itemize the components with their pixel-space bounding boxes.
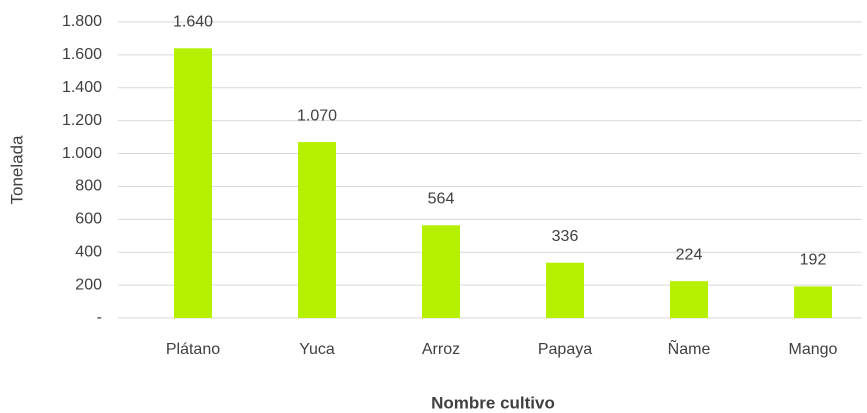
bar: [546, 262, 584, 318]
value-label: 224: [676, 246, 703, 263]
bar: [422, 225, 460, 318]
value-label: 1.640: [173, 14, 213, 31]
bar: [174, 48, 212, 319]
y-tick-label: 1.600: [62, 46, 102, 63]
x-tick-label: Ñame: [668, 338, 711, 358]
y-tick-label: 400: [75, 243, 102, 260]
y-tick-label: 800: [75, 178, 102, 195]
x-tick-label: Papaya: [538, 341, 592, 358]
y-axis-title: Tonelada: [7, 135, 26, 205]
x-tick-label: Mango: [789, 341, 838, 358]
bar: [298, 142, 336, 318]
value-label: 564: [428, 190, 455, 207]
y-tick-label: -: [97, 309, 102, 326]
x-tick-label: Yuca: [299, 341, 335, 358]
y-tick-label: 1.000: [62, 145, 102, 162]
value-label: 1.070: [297, 107, 337, 124]
x-tick-label: Arroz: [422, 341, 460, 358]
y-tick-label: 200: [75, 276, 102, 293]
value-label: 336: [552, 228, 579, 245]
x-tick-label: Plátano: [166, 341, 220, 358]
y-tick-label: 1.200: [62, 112, 102, 129]
value-label: 192: [800, 252, 827, 269]
y-tick-label: 600: [75, 211, 102, 228]
x-axis-title: Nombre cultivo: [431, 393, 555, 412]
bar: [794, 286, 832, 318]
y-tick-label: 1.800: [62, 13, 102, 30]
bar: [670, 281, 708, 318]
y-tick-label: 1.400: [62, 79, 102, 96]
